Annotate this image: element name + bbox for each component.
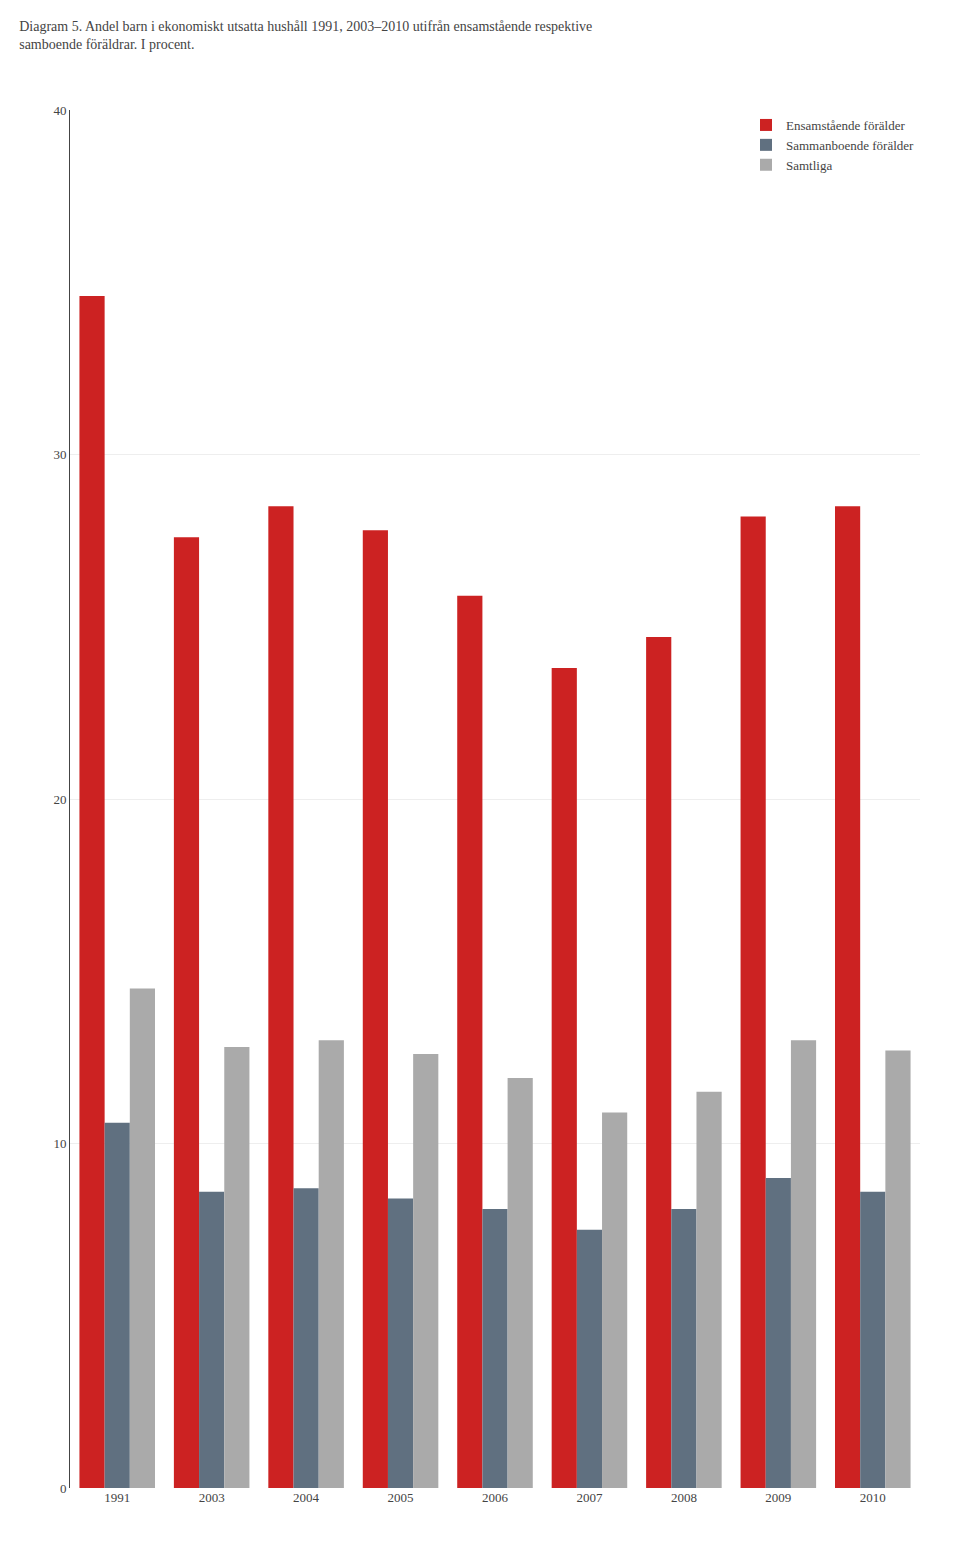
svg-text:2005: 2005: [388, 1490, 414, 1505]
svg-text:Sammanboende förälder: Sammanboende förälder: [786, 138, 914, 153]
svg-text:2006: 2006: [482, 1490, 509, 1505]
svg-text:2009: 2009: [765, 1490, 791, 1505]
svg-text:1991: 1991: [104, 1490, 130, 1505]
svg-text:Ensamstående förälder: Ensamstående förälder: [786, 118, 905, 133]
svg-text:30: 30: [53, 447, 66, 462]
svg-text:2003: 2003: [199, 1490, 225, 1505]
svg-text:20: 20: [53, 792, 66, 807]
svg-text:Samtliga: Samtliga: [786, 158, 832, 173]
svg-text:2004: 2004: [293, 1490, 320, 1505]
svg-text:2008: 2008: [671, 1490, 697, 1505]
svg-text:2010: 2010: [860, 1490, 886, 1505]
svg-text:10: 10: [53, 1136, 66, 1151]
svg-text:0: 0: [60, 1481, 67, 1496]
svg-text:2007: 2007: [576, 1490, 603, 1505]
svg-text:40: 40: [53, 103, 66, 118]
svg-text:Diagram 5. Andel barn i ekonom: Diagram 5. Andel barn i ekonomiskt utsat…: [19, 19, 592, 52]
